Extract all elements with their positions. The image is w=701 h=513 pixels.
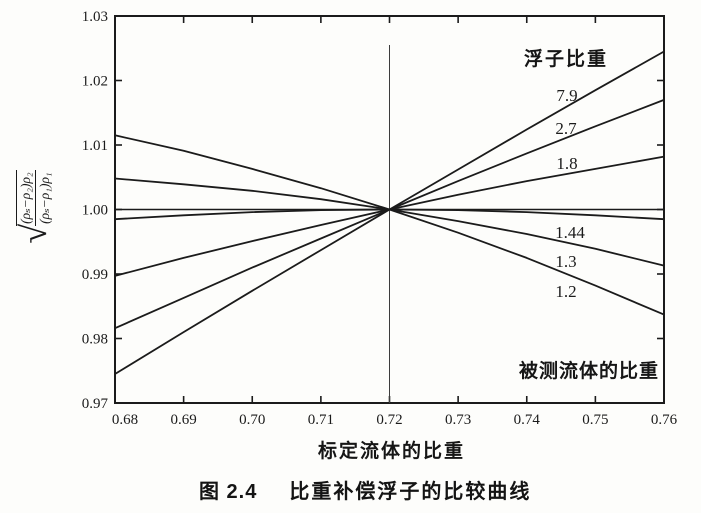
- y-tick-label: 0.98: [82, 332, 108, 348]
- annotation-measured-fluid-gravity: 被测流体的比重: [519, 361, 660, 382]
- series-label-1.44: 1.44: [555, 223, 585, 242]
- x-tick-label: 0.68: [112, 412, 138, 428]
- formula-numerator: (ρₛ−ρ₂)ρ₂: [17, 170, 36, 226]
- legend-title-float-gravity: 浮子比重: [524, 49, 609, 70]
- series-label-7.9: 7.9: [556, 86, 577, 105]
- series-label-1.8: 1.8: [556, 154, 577, 173]
- x-tick-label: 0.70: [239, 412, 265, 428]
- formula-denominator: (ρₛ−ρ₁)ρ₁: [36, 172, 52, 224]
- series-label-1.2: 1.2: [555, 282, 576, 301]
- y-tick-label: 0.97: [82, 396, 109, 412]
- x-tick-label: 0.71: [308, 412, 334, 428]
- y-tick-label: 0.99: [82, 267, 108, 283]
- series-label-2.7: 2.7: [555, 119, 577, 138]
- x-tick-label: 0.69: [171, 412, 197, 428]
- figure-caption-text: 比重补偿浮子的比较曲线: [289, 481, 532, 503]
- sqrt-symbol: √: [14, 223, 54, 244]
- y-tick-label: 1.01: [82, 138, 108, 154]
- x-tick-label: 0.72: [376, 412, 402, 428]
- y-tick-label: 1.03: [82, 9, 108, 25]
- x-tick-label: 0.73: [445, 412, 471, 428]
- figure-caption: 图 2.4 比重补偿浮子的比较曲线: [199, 475, 531, 504]
- figure-caption-number: 图 2.4: [199, 481, 258, 503]
- x-axis-title: 标定流体的比重: [318, 441, 466, 462]
- series-label-1.3: 1.3: [555, 252, 576, 271]
- y-tick-label: 1.00: [82, 203, 108, 219]
- x-tick-label: 0.76: [651, 412, 678, 428]
- formula-fraction: (ρₛ−ρ₂)ρ₂ (ρₛ−ρ₁)ρ₁: [15, 170, 53, 226]
- curve-1.2: [114, 134, 665, 316]
- x-tick-label: 0.74: [514, 412, 541, 428]
- y-axis-formula: √ (ρₛ−ρ₂)ρ₂ (ρₛ−ρ₁)ρ₁: [11, 147, 57, 267]
- x-tick-label: 0.75: [582, 412, 608, 428]
- y-tick-label: 1.02: [82, 74, 108, 90]
